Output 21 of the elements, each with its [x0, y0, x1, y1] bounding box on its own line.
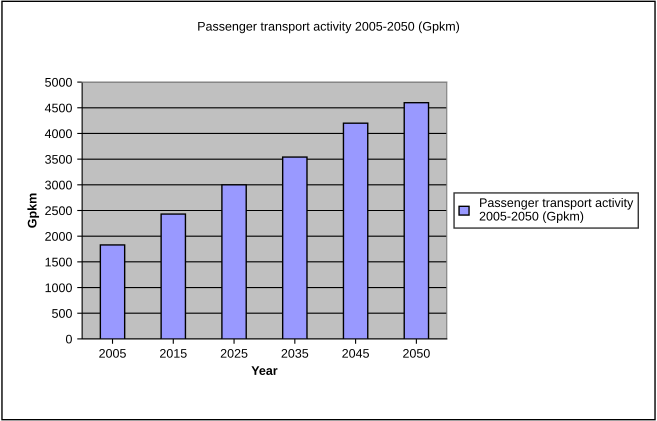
x-tick-label: 2035 — [282, 348, 308, 358]
x-tick-label: 2005 — [99, 348, 126, 358]
y-axis-title: Gpkm — [27, 194, 40, 228]
x-tick-label: 2050 — [403, 348, 430, 358]
x-axis-title: Year — [251, 366, 278, 376]
y-tick-label: 1500 — [46, 258, 72, 267]
y-tick-label: 2500 — [45, 206, 72, 216]
y-tick-label: 500 — [52, 309, 72, 318]
y-tick-label: 5000 — [45, 78, 72, 87]
y-tick-label: 0 — [66, 334, 72, 344]
chart-title: Passenger transport activity 2005-2050 (Gpkm) — [198, 22, 460, 34]
y-tick-label: 4500 — [44, 104, 72, 112]
y-tick-label: 2000 — [45, 232, 72, 241]
x-tick-label: 2015 — [160, 348, 187, 358]
y-tick-label: 4000 — [44, 129, 72, 138]
y-tick-label: 3000 — [45, 180, 72, 190]
x-tick-label: 2025 — [220, 348, 248, 358]
y-tick-label: 1000 — [46, 283, 72, 292]
y-tick-label: 3500 — [45, 154, 72, 164]
legend-label: Passenger transport activity 2005-2050 (Gpkm) — [480, 198, 634, 224]
x-tick-label: 2045 — [342, 348, 369, 358]
